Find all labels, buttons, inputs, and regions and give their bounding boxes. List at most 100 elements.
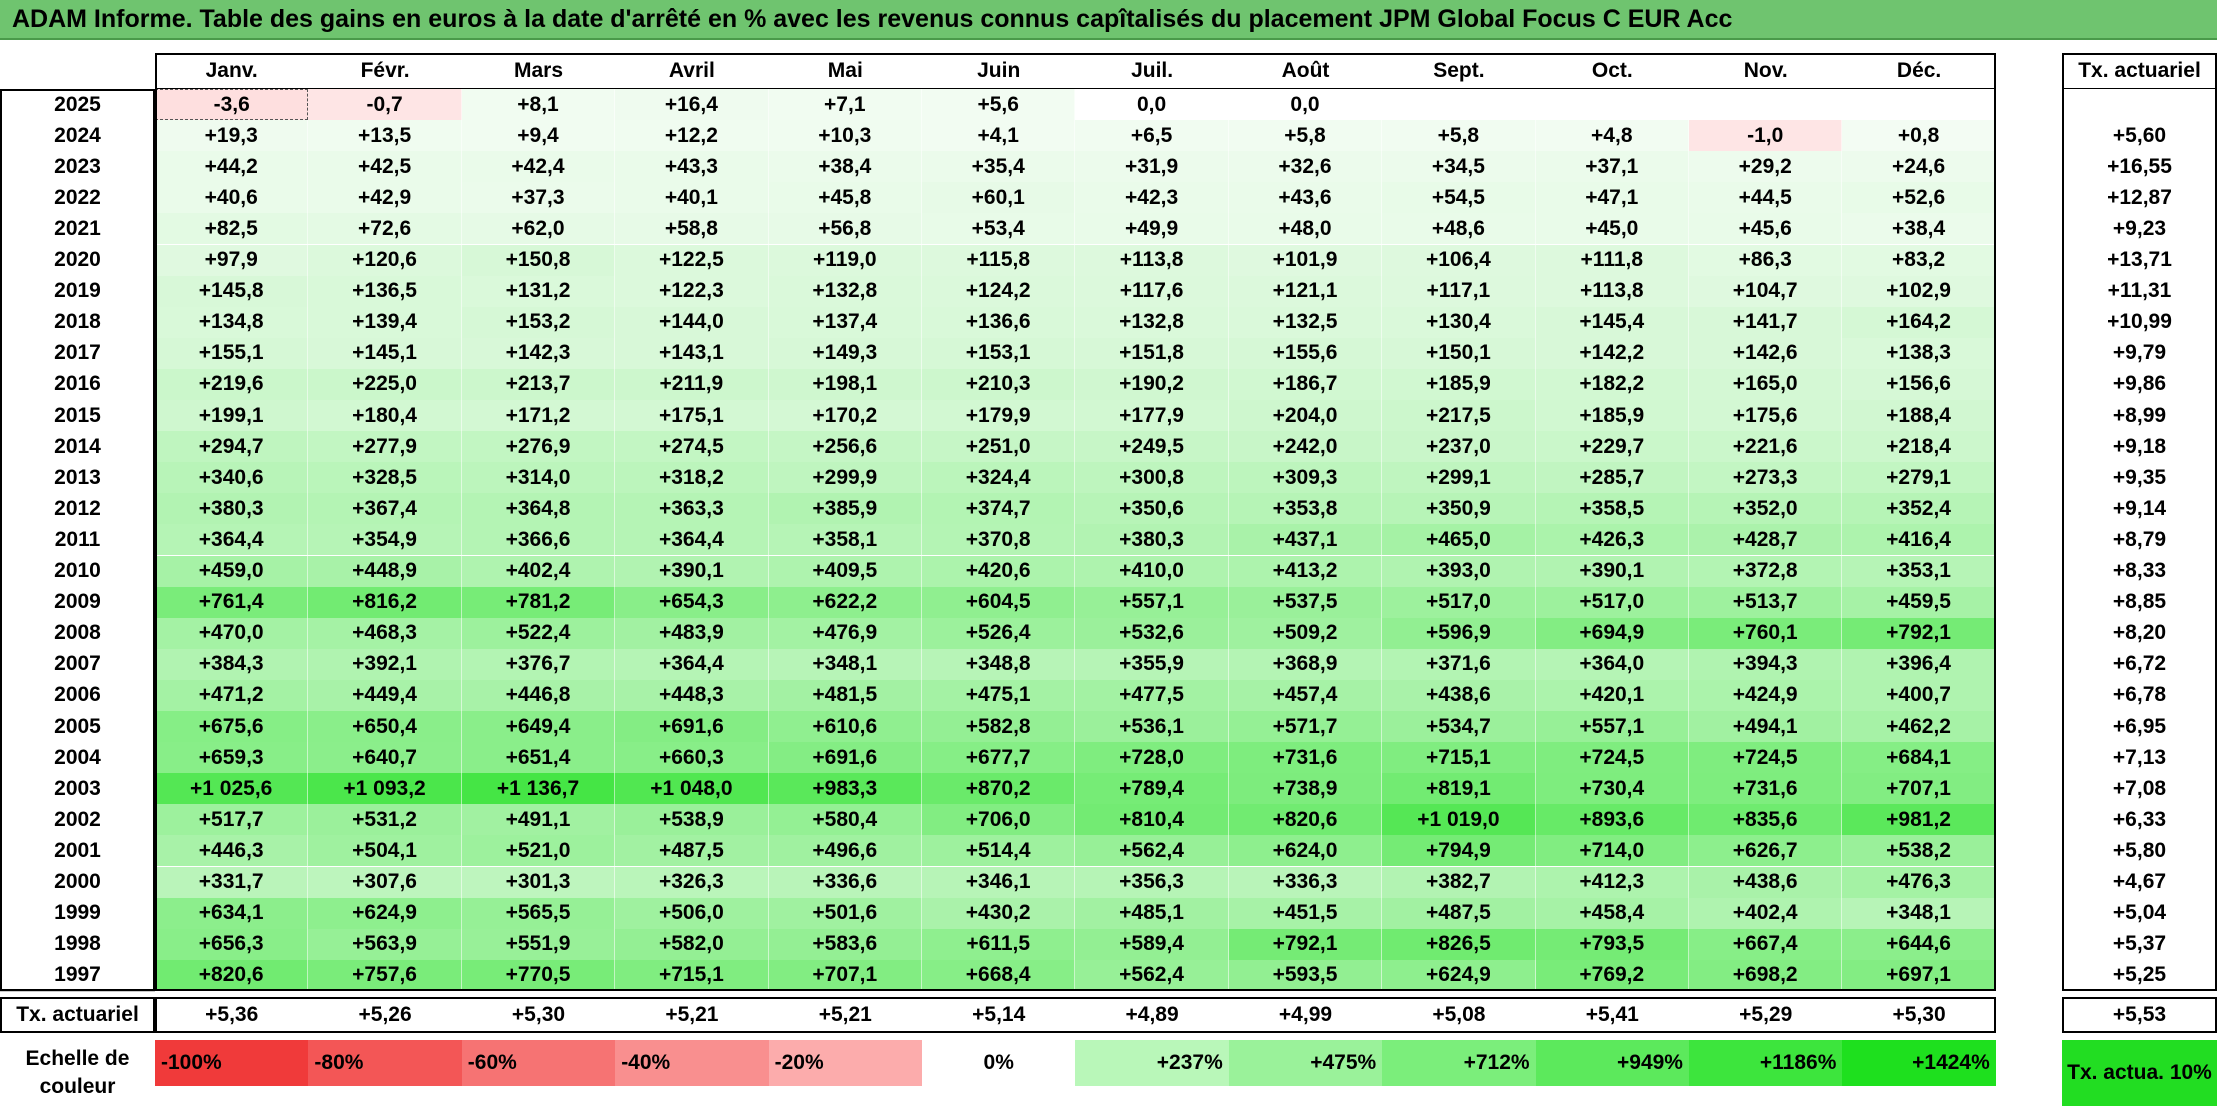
column-header: Oct.: [1535, 53, 1689, 89]
table-cell: +5,6: [922, 89, 1076, 121]
table-cell: +309,3: [1228, 462, 1383, 494]
year-label: 2006: [0, 679, 155, 711]
table-cell: +4,1: [922, 120, 1076, 152]
table-cell: +870,2: [922, 773, 1076, 805]
table-cell: +43,6: [1228, 182, 1383, 214]
row-divider: [0, 990, 155, 992]
table-cell: +760,1: [1689, 617, 1843, 649]
table-cell: +1 019,0: [1382, 804, 1536, 836]
table-cell: +402,4: [1689, 897, 1843, 929]
table-cell: +42,3: [1075, 182, 1229, 214]
table-cell: +820,6: [1228, 804, 1383, 836]
table-cell: +102,9: [1842, 275, 1996, 307]
table-cell: +471,2: [155, 679, 309, 711]
table-cell: +211,9: [615, 368, 769, 400]
year-label: 2002: [0, 804, 155, 836]
rate-cell: +11,31: [2062, 275, 2217, 307]
table-cell: +526,4: [922, 617, 1076, 649]
table-cell: +481,5: [768, 679, 922, 711]
rate-cell: +7,13: [2062, 742, 2217, 774]
table-cell: +538,2: [1842, 835, 1996, 867]
table-cell: +58,8: [615, 213, 769, 245]
table-cell: +251,0: [922, 431, 1076, 463]
table-cell: +448,3: [615, 679, 769, 711]
year-label: 2017: [0, 337, 155, 369]
table-cell: +730,4: [1535, 773, 1689, 805]
rate-cell: +16,55: [2062, 151, 2217, 183]
table-cell: +301,3: [461, 866, 616, 898]
table-cell: +789,4: [1075, 773, 1229, 805]
table-cell: +139,4: [308, 306, 462, 338]
table-cell: +52,6: [1842, 182, 1996, 214]
table-cell: +16,4: [615, 89, 769, 121]
table-cell: +32,6: [1228, 151, 1383, 183]
table-cell: +380,3: [1075, 524, 1229, 556]
table-cell: -1,0: [1689, 120, 1843, 152]
table-cell: +285,7: [1535, 462, 1689, 494]
table-cell: +294,7: [155, 431, 309, 463]
table-cell: +819,1: [1382, 773, 1536, 805]
table-cell: +424,9: [1689, 679, 1843, 711]
table-cell: +430,2: [922, 897, 1076, 929]
table-cell: +531,2: [308, 804, 462, 836]
table-cell: +449,4: [308, 679, 462, 711]
table-cell: +48,0: [1228, 213, 1383, 245]
table-cell: +792,1: [1842, 617, 1996, 649]
table-cell: +217,5: [1382, 400, 1536, 432]
table-cell: +448,9: [308, 555, 462, 587]
table-cell: +119,0: [768, 244, 922, 276]
table-cell: +438,6: [1689, 866, 1843, 898]
table-cell: +624,9: [308, 897, 462, 929]
table-cell: +47,1: [1535, 182, 1689, 214]
table-cell: +53,4: [922, 213, 1076, 245]
rate-cell: +9,18: [2062, 431, 2217, 463]
table-cell: +1 093,2: [308, 773, 462, 805]
scale-swatch: -20%: [768, 1040, 922, 1086]
table-cell: +164,2: [1842, 306, 1996, 338]
table-cell: +42,5: [308, 151, 462, 183]
table-cell: +132,8: [768, 275, 922, 307]
scale-swatch: +712%: [1382, 1040, 1536, 1086]
year-label: 2025: [0, 89, 155, 121]
year-label: 2005: [0, 711, 155, 743]
table-cell: +364,4: [155, 524, 309, 556]
table-cell: +820,6: [155, 959, 309, 991]
table-cell: +150,8: [461, 244, 616, 276]
table-cell: +491,1: [461, 804, 616, 836]
footer-label: Tx. actuariel: [0, 996, 155, 1033]
table-cell: +256,6: [768, 431, 922, 463]
table-cell: +72,6: [308, 213, 462, 245]
table-cell: +307,6: [308, 866, 462, 898]
column-header: Juil.: [1075, 53, 1229, 89]
column-header: Déc.: [1842, 53, 1996, 89]
scale-swatch: +949%: [1535, 1040, 1689, 1086]
year-label: 2015: [0, 400, 155, 432]
table-cell: +656,3: [155, 928, 309, 960]
table-cell: +364,4: [615, 524, 769, 556]
table-cell: +659,3: [155, 742, 309, 774]
table-cell: +136,6: [922, 306, 1076, 338]
table-cell: +42,4: [461, 151, 616, 183]
table-cell: +459,0: [155, 555, 309, 587]
table-cell: +318,2: [615, 462, 769, 494]
table-cell: +150,1: [1382, 337, 1536, 369]
table-cell: +470,0: [155, 617, 309, 649]
table-cell: +380,3: [155, 493, 309, 525]
table-cell: +326,3: [615, 866, 769, 898]
table-cell: +651,4: [461, 742, 616, 774]
table-cell: +385,9: [768, 493, 922, 525]
table-cell: +328,5: [308, 462, 462, 494]
footer-cell: +5,14: [922, 996, 1076, 1033]
table-cell: +5,8: [1382, 120, 1536, 152]
year-label: 2008: [0, 617, 155, 649]
rate-cell: +5,60: [2062, 120, 2217, 152]
table-cell: +204,0: [1228, 400, 1383, 432]
table-cell: +626,7: [1689, 835, 1843, 867]
table-cell: +0,8: [1842, 120, 1996, 152]
table-cell: +336,6: [768, 866, 922, 898]
table-cell: +117,6: [1075, 275, 1229, 307]
table-cell: +314,0: [461, 462, 616, 494]
table-cell: +416,4: [1842, 524, 1996, 556]
rate-cell: +8,20: [2062, 617, 2217, 649]
table-cell: +428,7: [1689, 524, 1843, 556]
